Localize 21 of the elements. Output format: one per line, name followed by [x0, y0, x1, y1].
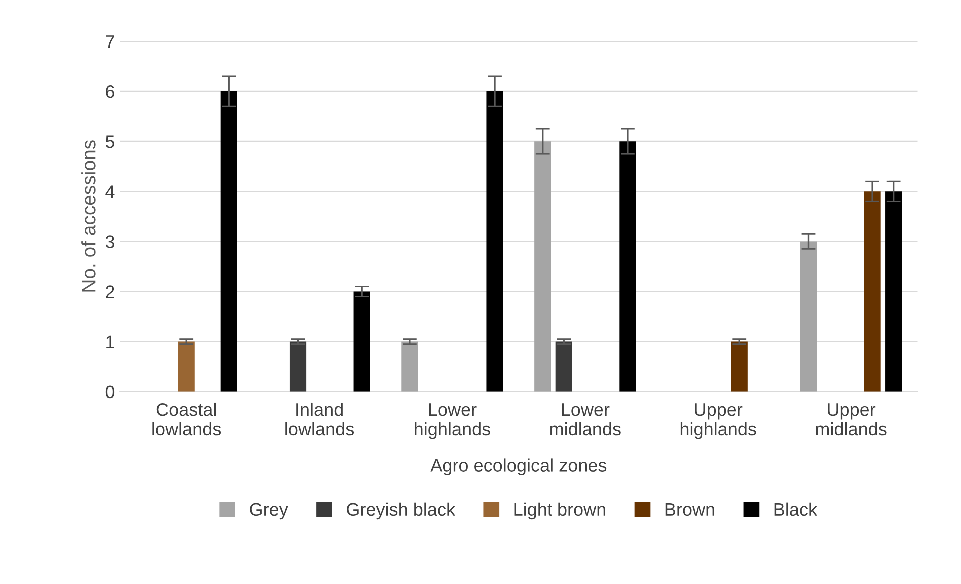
y-tick-label: 1 [106, 336, 114, 348]
x-tick-label: Inland lowlands [286, 402, 354, 436]
y-tick-label: 5 [106, 136, 115, 148]
y-tick-label: 2 [106, 286, 114, 298]
y-tick-label: 4 [106, 186, 115, 198]
y-tick-label: 3 [106, 236, 114, 248]
legend-label: Grey [250, 503, 288, 520]
legend-label: Greyish black [347, 502, 456, 520]
x-tick-label: Lower midlands [550, 404, 621, 436]
x-tick-label: Upper highlands [680, 404, 756, 440]
x-tick-label: Coastal lowlands [152, 402, 222, 436]
x-axis-title: Agro ecological zones [430, 458, 607, 476]
x-tick-label: Lower highlands [415, 404, 490, 440]
y-axis-title: No. of accessions [82, 140, 96, 292]
y-tick-label: 6 [106, 85, 114, 98]
x-tick-label: Upper midlands [816, 404, 887, 436]
legend-label: Black [774, 502, 818, 516]
y-tick-label: 7 [106, 36, 114, 48]
y-tick-label: 0 [106, 386, 115, 399]
legend-label: Brown [666, 503, 714, 516]
legend-label: Light brown [514, 502, 606, 520]
